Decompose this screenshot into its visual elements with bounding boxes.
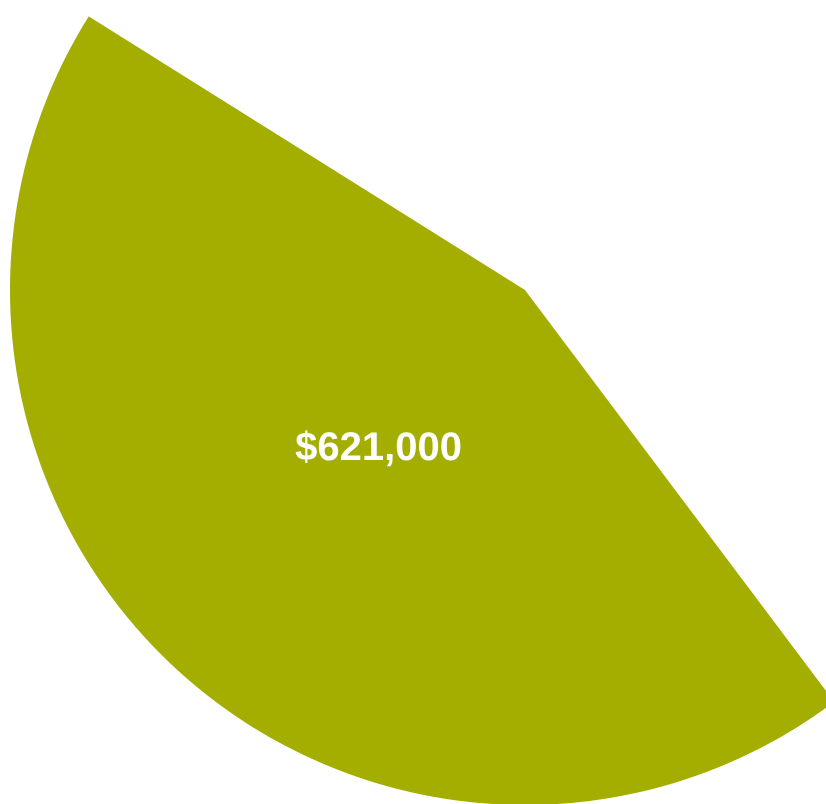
labels-layer: $621,000 [295,425,462,469]
pie-slice [10,16,826,804]
slice-value-label: $621,000 [295,425,462,469]
slices-layer [10,16,826,804]
